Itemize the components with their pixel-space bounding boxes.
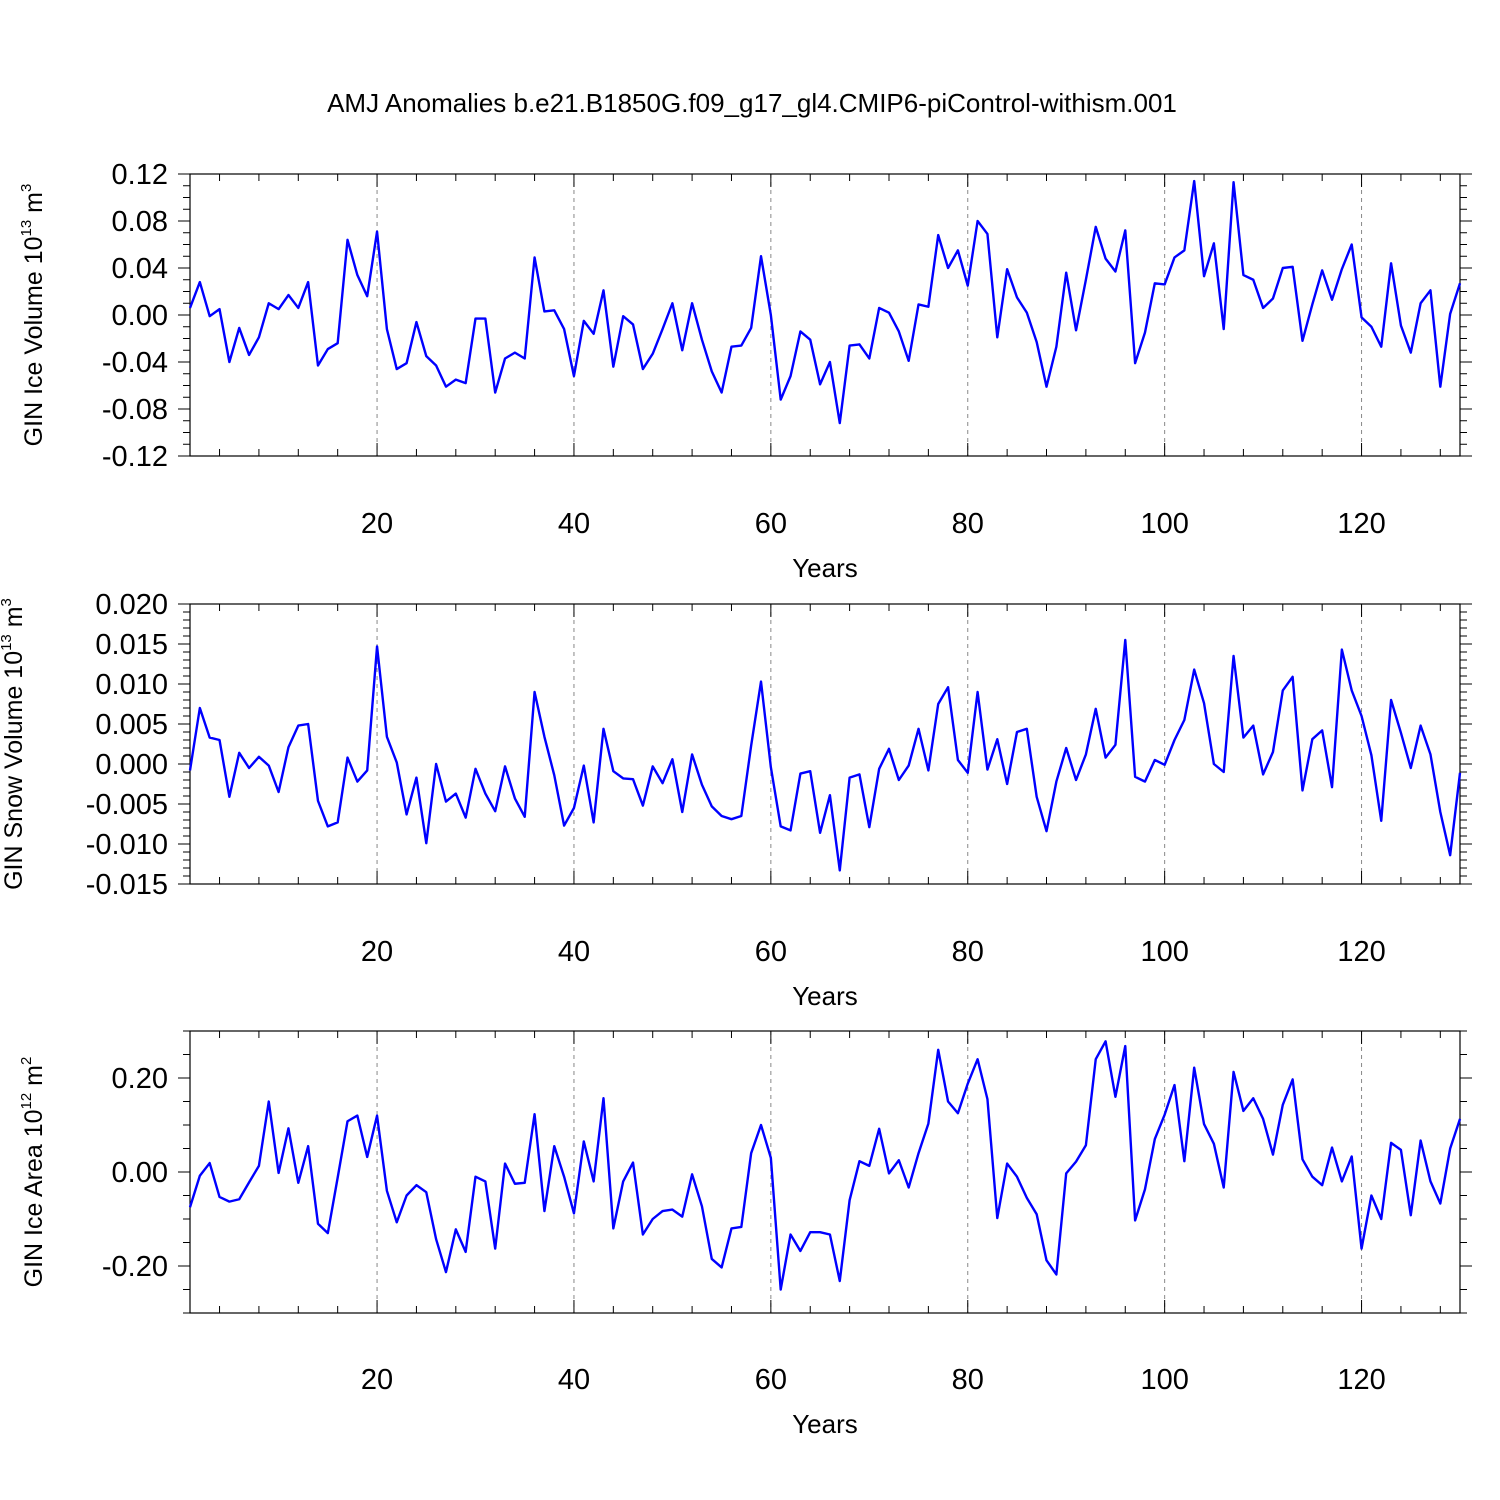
y-axis-label-unit-exponent: 3 [0,598,15,606]
panel-snow-volume: -0.015 -0.010 -0.005 0.000 0.005 0.010 0.015 0.… [0,589,1472,1011]
plot-frame [189,1030,1461,1314]
y-tick-label: -0.08 [102,394,168,426]
y-tick-label: -0.12 [102,441,168,473]
y-axis-label-text: GIN Ice Area 10 [20,1109,48,1287]
x-tick-label: 40 [558,936,590,968]
x-tick-label: 60 [755,936,787,968]
plot-frame [189,603,1461,885]
y-axis-label-exponent: 12 [18,1093,35,1110]
y-tick-label: -0.005 [86,789,168,821]
y-tick-label: -0.010 [86,829,168,861]
x-axis-label: Years [792,553,858,583]
x-tick-label: 120 [1337,508,1385,540]
x-tick-label: 120 [1337,936,1385,968]
y-tick-label: 0.04 [112,253,168,285]
y-tick-label: 0.08 [112,206,168,238]
y-axis-label-exponent: 13 [0,634,15,651]
x-tick-label: 80 [952,1364,984,1396]
x-tick-label: 100 [1140,1364,1188,1396]
y-axis-label-unit-exponent: 3 [18,184,35,192]
y-tick-label: 0.00 [112,1157,168,1189]
x-axis-label: Years [792,1409,858,1439]
y-tick-label: 0.000 [95,749,168,781]
x-axis-label: Years [792,981,858,1011]
x-tick-label: 80 [952,936,984,968]
y-tick-label: 0.010 [95,669,168,701]
x-tick-label: 60 [755,508,787,540]
y-axis-label: GIN Ice Area 1012 m2 [18,1057,48,1288]
x-tick-label: 60 [755,1364,787,1396]
panel-ice-area: -0.20 0.00 0.20 20 40 60 80 100 120 Years GIN Ice … [18,1030,1472,1439]
x-tick-label: 20 [361,1364,393,1396]
series-line-ice-volume [188,179,1462,425]
series-line-ice-area [188,1040,1462,1291]
x-tick-label: 20 [361,508,393,540]
y-axis-label: GIN Ice Volume 1013 m3 [18,184,48,447]
panels: -0.12 -0.08 -0.04 0.00 0.04 0.08 0.12 20 40 60 80 1… [0,159,1472,1439]
series-line-snow-volume [188,638,1462,872]
y-tick-label: -0.015 [86,869,168,901]
x-tick-label: 100 [1140,508,1188,540]
y-axis-label-exponent: 13 [18,220,35,237]
y-tick-label: 0.020 [95,589,168,621]
y-tick-label: 0.12 [112,159,168,191]
x-tick-label: 40 [558,1364,590,1396]
x-tick-label: 20 [361,936,393,968]
y-tick-label: 0.005 [95,709,168,741]
y-tick-label: -0.04 [102,347,168,379]
y-axis-label-text: GIN Snow Volume 10 [0,651,28,890]
x-tick-label: 100 [1140,936,1188,968]
x-tick-label: 120 [1337,1364,1385,1396]
y-axis-label-unit: m [20,192,48,220]
chart-title: AMJ Anomalies b.e21.B1850G.f09_g17_gl4.C… [327,88,1177,118]
y-tick-label: -0.20 [102,1251,168,1283]
y-tick-label: 0.20 [112,1063,168,1095]
x-tick-label: 80 [952,508,984,540]
y-axis-label: GIN Snow Volume 1013 m3 [0,598,28,890]
y-tick-label: 0.00 [112,300,168,332]
y-axis-label-unit-exponent: 2 [18,1057,35,1065]
panel-ice-volume: -0.12 -0.08 -0.04 0.00 0.04 0.08 0.12 20 40 60 80 1… [18,159,1472,583]
y-axis-label-unit: m [20,1065,48,1093]
plot-frame [189,173,1461,457]
y-axis-label-text: GIN Ice Volume 10 [20,236,48,446]
y-axis-label-unit: m [0,606,28,634]
x-tick-label: 40 [558,508,590,540]
y-tick-label: 0.015 [95,629,168,661]
